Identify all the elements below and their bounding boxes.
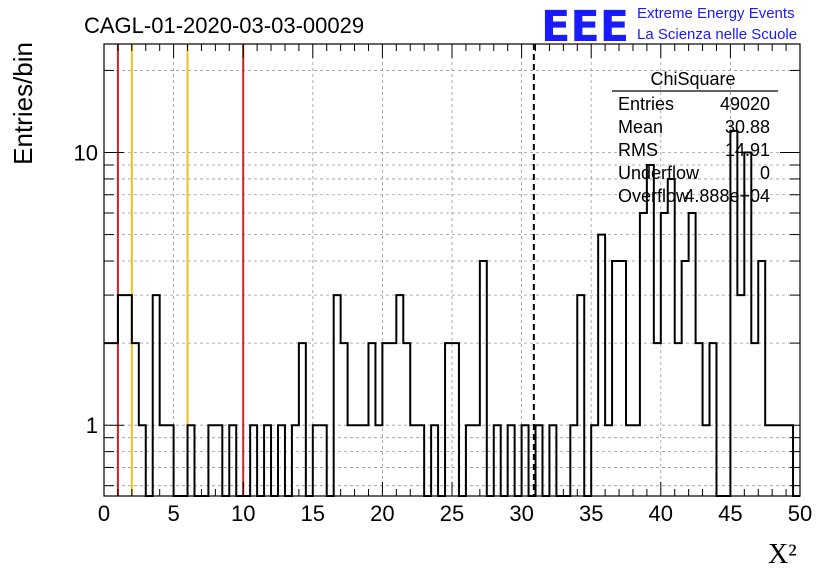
stats-label-overflow: Overflow bbox=[618, 186, 690, 206]
stats-label-rms: RMS bbox=[618, 140, 658, 160]
x-tick-label: 30 bbox=[509, 501, 533, 526]
x-tick-label: 0 bbox=[98, 501, 110, 526]
stats-value-entries: 49020 bbox=[720, 94, 770, 114]
x-tick-label: 45 bbox=[718, 501, 742, 526]
stats-value-overflow: 4.888e+04 bbox=[684, 186, 770, 206]
stats-label-mean: Mean bbox=[618, 117, 663, 137]
stats-value-underflow: 0 bbox=[760, 163, 770, 183]
eee-logo-line1: Extreme Energy Events bbox=[637, 5, 795, 22]
stats-value-rms: 14.91 bbox=[725, 140, 770, 160]
stats-box: ChiSquare Entries 49020 Mean 30.88 RMS 1… bbox=[612, 69, 778, 206]
eee-logo-line2: La Scienza nelle Scuole bbox=[637, 26, 797, 43]
stats-label-underflow: Underflow bbox=[618, 163, 700, 183]
y-tick-label: 10 bbox=[74, 141, 98, 166]
x-tick-label: 40 bbox=[649, 501, 673, 526]
x-tick-label: 15 bbox=[301, 501, 325, 526]
stats-value-mean: 30.88 bbox=[725, 117, 770, 137]
stats-label-entries: Entries bbox=[618, 94, 674, 114]
tick-labels: 0 5 10 15 20 25 30 35 40 45 50 1 10 bbox=[74, 141, 813, 526]
x-axis-label-text: X² bbox=[768, 539, 797, 570]
y-axis-label: Entries/bin bbox=[8, 42, 38, 165]
x-tick-label: 50 bbox=[788, 501, 812, 526]
eee-logo-mark: EEE bbox=[541, 2, 629, 52]
reference-lines bbox=[116, 44, 535, 496]
x-tick-label: 25 bbox=[440, 501, 464, 526]
eee-logo: EEE Extreme Energy Events La Scienza nel… bbox=[541, 2, 797, 52]
x-tick-label: 35 bbox=[579, 501, 603, 526]
axis-ticks bbox=[103, 44, 801, 496]
grid-layer bbox=[104, 44, 800, 496]
y-tick-label: 1 bbox=[86, 413, 98, 438]
x-tick-label: 5 bbox=[167, 501, 179, 526]
stats-box-title: ChiSquare bbox=[650, 69, 735, 89]
x-tick-label: 20 bbox=[370, 501, 394, 526]
plot-title: CAGL-01-2020-03-03-00029 bbox=[84, 13, 364, 38]
x-axis-label: X² bbox=[768, 539, 797, 570]
x-tick-label: 10 bbox=[231, 501, 255, 526]
